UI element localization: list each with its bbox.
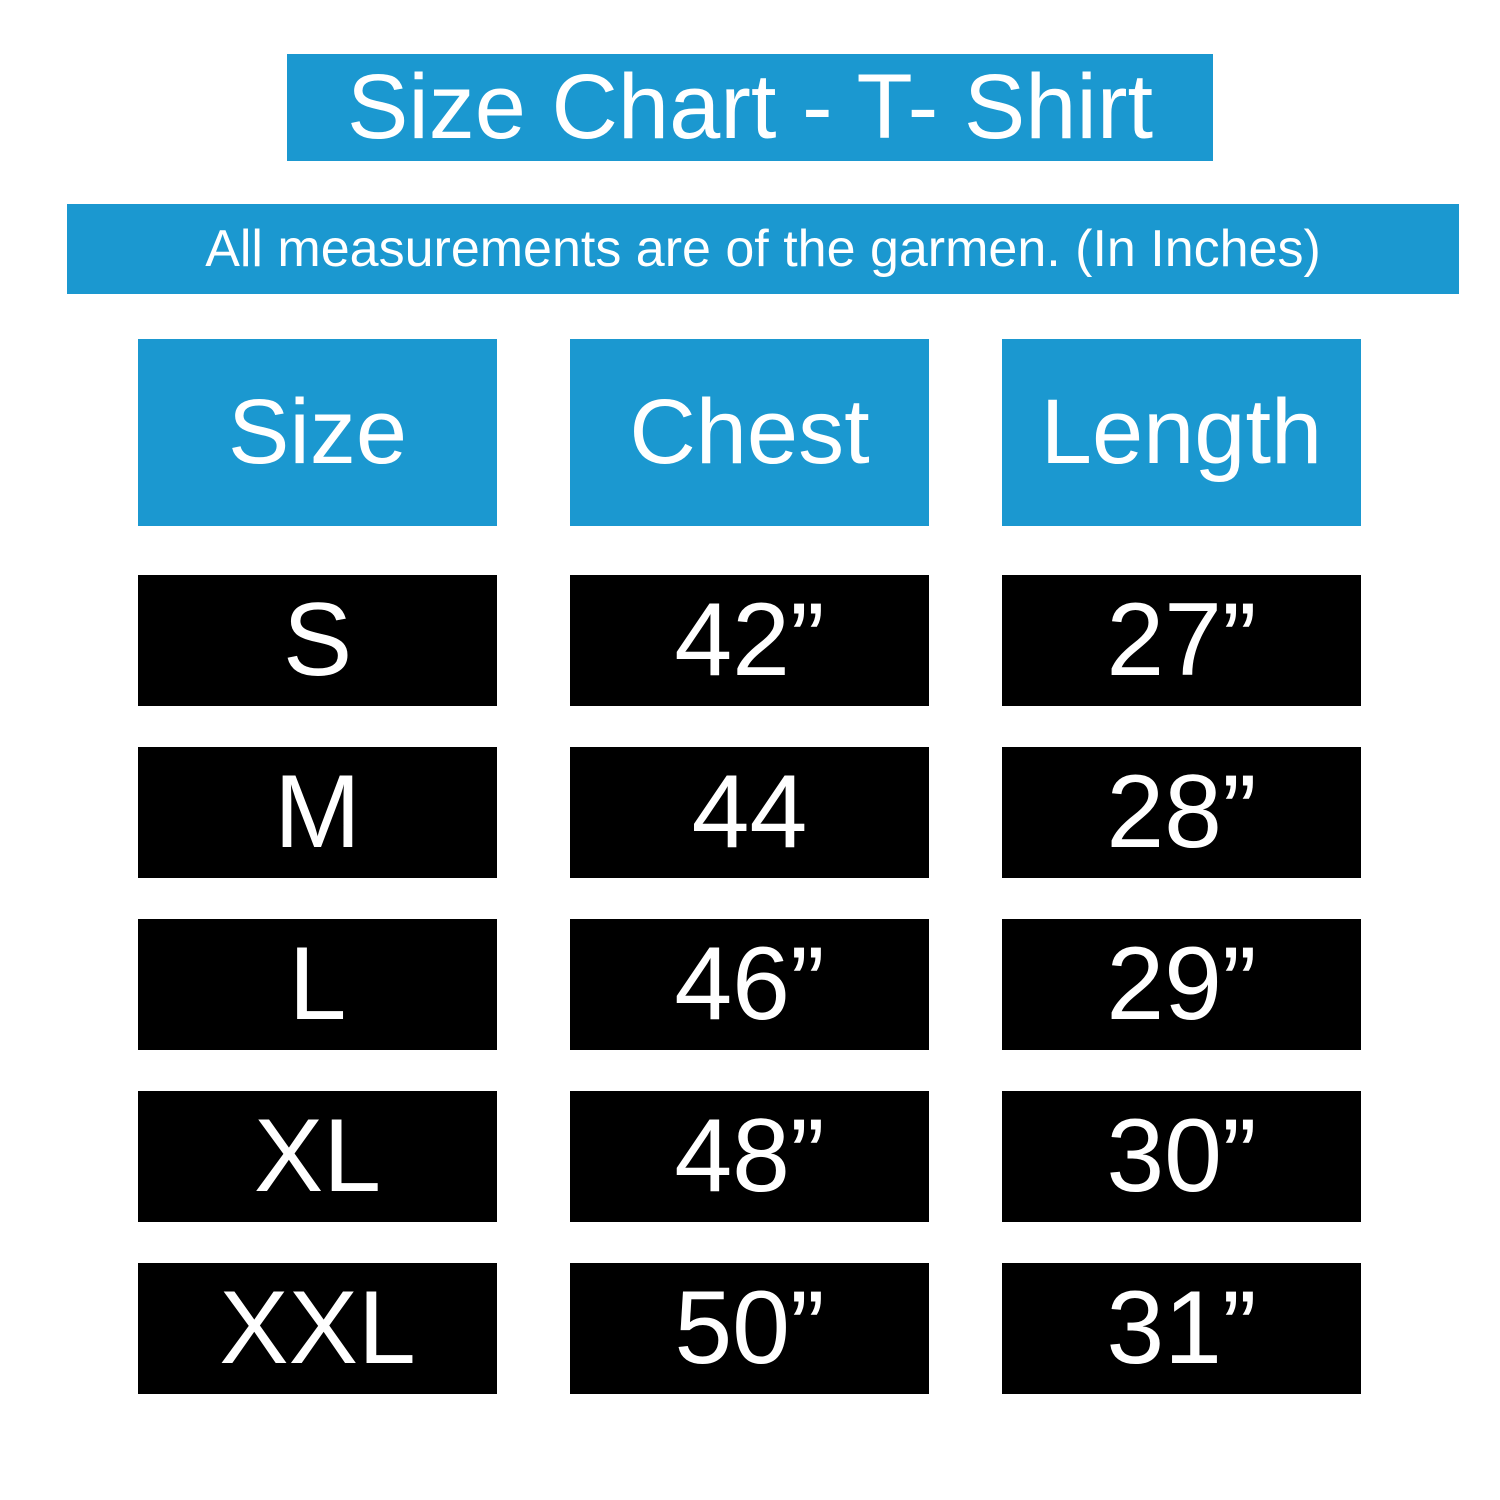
cell-size: L <box>138 919 497 1050</box>
cell-chest: 42” <box>570 575 929 706</box>
cell-length: 30” <box>1002 1091 1361 1222</box>
cell-chest: 46” <box>570 919 929 1050</box>
header-chest: Chest <box>570 339 929 526</box>
cell-chest: 48” <box>570 1091 929 1222</box>
header-length: Length <box>1002 339 1361 526</box>
cell-length: 27” <box>1002 575 1361 706</box>
cell-size: XXL <box>138 1263 497 1394</box>
header-size: Size <box>138 339 497 526</box>
subtitle: All measurements are of the garmen. (In … <box>67 204 1459 294</box>
cell-chest: 50” <box>570 1263 929 1394</box>
cell-length: 28” <box>1002 747 1361 878</box>
cell-length: 29” <box>1002 919 1361 1050</box>
page-title: Size Chart - T- Shirt <box>287 54 1213 161</box>
cell-size: S <box>138 575 497 706</box>
cell-size: M <box>138 747 497 878</box>
cell-chest: 44 <box>570 747 929 878</box>
cell-length: 31” <box>1002 1263 1361 1394</box>
cell-size: XL <box>138 1091 497 1222</box>
